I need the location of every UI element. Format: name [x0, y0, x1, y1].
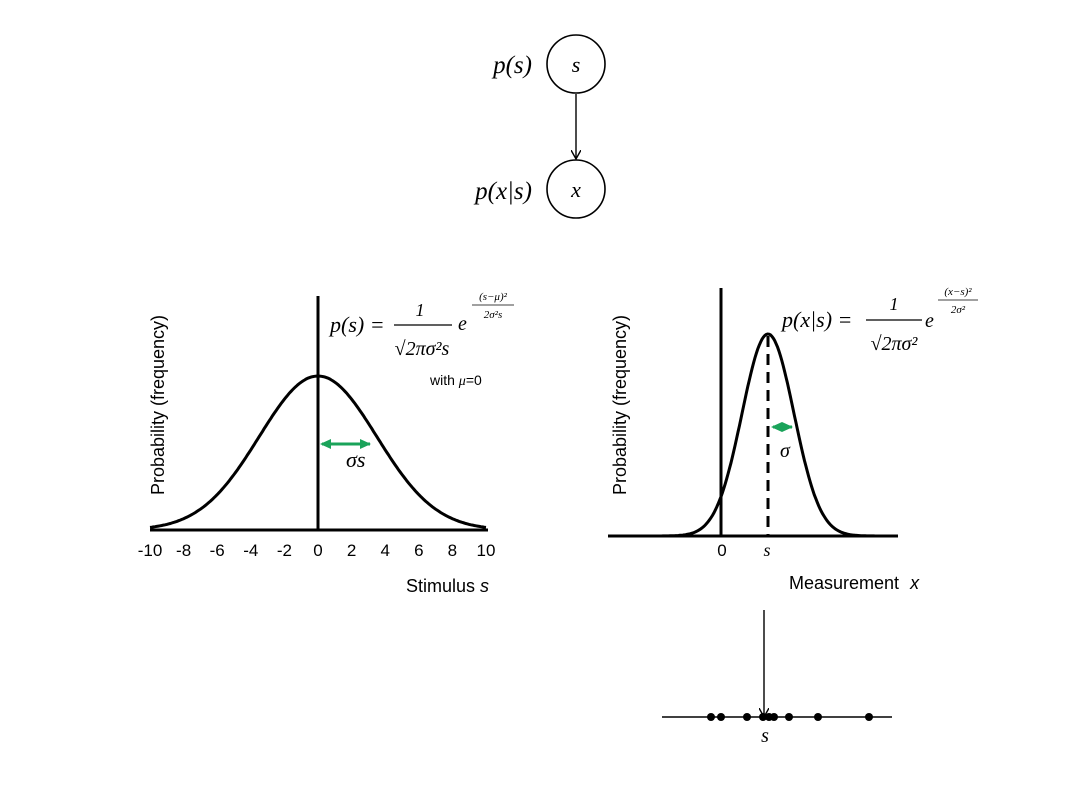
- prior-tick-label: -6: [210, 541, 225, 560]
- likelihood-tick-s: s: [763, 540, 770, 560]
- prior-tick-label: 4: [380, 541, 389, 560]
- likelihood-formula-denominator: √2πσ²: [871, 333, 919, 355]
- likelihood-formula: p(x|s) = 1 √2πσ² e (x−s)² 2σ²: [780, 286, 978, 355]
- likelihood-formula-base: e: [925, 310, 934, 332]
- prior-ylabel: Probability (frequency): [148, 315, 168, 495]
- prior-dist-label: p(s): [491, 52, 532, 79]
- prior-gaussian-curve: [149, 374, 487, 529]
- prior-tick-label: 8: [448, 541, 457, 560]
- measurement-sample-dot: [814, 713, 822, 721]
- prior-tick-label: 6: [414, 541, 423, 560]
- prior-tick-label: -8: [176, 541, 191, 560]
- prior-sigma-label: σs: [346, 447, 365, 472]
- measurement-sample-dot: [743, 713, 751, 721]
- prior-tick-label: 0: [313, 541, 322, 560]
- prior-formula-base: e: [458, 313, 467, 335]
- prior-tick-label: 10: [477, 541, 496, 560]
- likelihood-formula-exp-den: 2σ²: [951, 304, 966, 316]
- prior-formula: p(s) = 1 √2πσ²s e (s−μ)² 2σ²s: [328, 291, 514, 360]
- node-x-label: x: [570, 177, 581, 202]
- prior-formula-denominator: √2πσ²s: [395, 338, 450, 360]
- graphical-model: s p(s) x p(x|s): [473, 34, 606, 219]
- measurement-label-s: s: [761, 725, 769, 747]
- likelihood-formula-exp-num: (x−s)²: [944, 286, 972, 298]
- likelihood-ylabel: Probability (frequency): [610, 315, 630, 495]
- measurement-sample-dot: [759, 713, 767, 721]
- prior-formula-lhs: p(s) =: [328, 312, 385, 337]
- likelihood-formula-lhs: p(x|s) =: [780, 307, 852, 332]
- measurement-samples: s: [662, 610, 892, 747]
- likelihood-xlabel: Measurement x: [789, 573, 920, 593]
- prior-formula-exp-num: (s−μ)²: [479, 291, 508, 303]
- prior-tick-label: -4: [243, 541, 258, 560]
- likelihood-formula-numerator: 1: [890, 294, 899, 314]
- likelihood-sigma-label: σ: [780, 440, 791, 462]
- measurement-sample-dot: [717, 713, 725, 721]
- measurement-sample-dot: [785, 713, 793, 721]
- likelihood-panel: Probability (frequency) 0 s Measurement …: [608, 286, 978, 593]
- node-x-circle: [546, 159, 606, 219]
- prior-mu-note: with μ=0: [429, 372, 482, 389]
- measurement-sample-dot: [865, 713, 873, 721]
- prior-xlabel: Stimulus s: [406, 576, 489, 596]
- node-s-circle: [546, 34, 606, 94]
- prior-tick-label: 2: [347, 541, 356, 560]
- likelihood-dist-label: p(x|s): [473, 178, 532, 205]
- measurement-sample-dot: [770, 713, 778, 721]
- prior-formula-exp-den: 2σ²s: [484, 309, 503, 321]
- prior-panel: Probability (frequency) -10 -8 -6 -4 -2 0 2 4 6 8…: [138, 291, 514, 596]
- prior-tick-label: -10: [138, 541, 163, 560]
- likelihood-tick-zero: 0: [717, 541, 726, 560]
- likelihood-gaussian-curve: [612, 332, 895, 538]
- prior-tick-labels: -10 -8 -6 -4 -2 0 2 4 6 8 10: [138, 541, 496, 560]
- measurement-sample-dot: [707, 713, 715, 721]
- prior-formula-numerator: 1: [416, 300, 425, 320]
- prior-tick-label: -2: [277, 541, 292, 560]
- node-s-label: s: [572, 52, 581, 77]
